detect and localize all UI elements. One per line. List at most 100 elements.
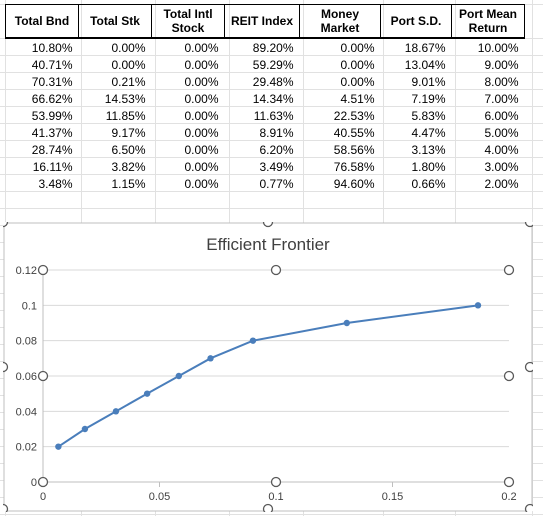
data-point[interactable] xyxy=(112,408,120,415)
cell-total-intl-stock[interactable]: 0.00% xyxy=(184,176,219,191)
cell-money-market[interactable]: 40.55% xyxy=(333,125,375,140)
cell-port-mean-return[interactable]: 8.00% xyxy=(484,74,519,89)
cell-reit-index[interactable]: 29.48% xyxy=(252,74,294,89)
cell-total-bnd[interactable]: 66.62% xyxy=(31,91,73,106)
cell-total-bnd[interactable]: 41.37% xyxy=(31,125,73,140)
cell-money-market[interactable]: 94.60% xyxy=(333,176,375,191)
header-reit-index[interactable]: REIT Index xyxy=(224,4,300,39)
cell-port-sd[interactable]: 13.04% xyxy=(404,57,446,72)
resize-handle[interactable] xyxy=(503,264,515,276)
header-money-market[interactable]: Money Market xyxy=(299,4,381,39)
resize-handle[interactable] xyxy=(37,370,49,382)
cell-total-bnd[interactable]: 28.74% xyxy=(31,142,73,157)
cell-total-stk[interactable]: 14.53% xyxy=(104,91,146,106)
data-point[interactable] xyxy=(249,337,257,344)
resize-handle[interactable] xyxy=(524,361,534,373)
cell-total-intl-stock[interactable]: 0.00% xyxy=(184,57,219,72)
cell-total-bnd[interactable]: 10.80% xyxy=(31,40,73,55)
cell-total-stk[interactable]: 1.15% xyxy=(111,176,146,191)
cell-money-market[interactable]: 0.00% xyxy=(340,57,375,72)
cell-total-bnd[interactable]: 40.71% xyxy=(31,57,73,72)
cell-total-intl-stock[interactable]: 0.00% xyxy=(184,108,219,123)
cell-total-intl-stock[interactable]: 0.00% xyxy=(184,74,219,89)
header-total-bnd[interactable]: Total Bnd xyxy=(5,4,79,39)
cell-total-intl-stock[interactable]: 0.00% xyxy=(184,40,219,55)
cell-money-market[interactable]: 0.00% xyxy=(340,40,375,55)
cell-total-bnd[interactable]: 16.11% xyxy=(32,159,73,174)
data-point[interactable] xyxy=(81,425,89,433)
data-point[interactable] xyxy=(55,443,62,450)
table-body: 10.80% 0.00% 0.00% 89.20% 0.00% 18.67% 10.00% 4… xyxy=(6,38,525,192)
cell-port-sd[interactable]: 0.66% xyxy=(411,176,446,191)
cell-reit-index[interactable]: 3.49% xyxy=(259,159,294,174)
data-point[interactable] xyxy=(207,355,214,362)
cell-money-market[interactable]: 4.51% xyxy=(340,91,375,106)
cell-port-sd[interactable]: 5.83% xyxy=(411,108,446,123)
cell-port-sd[interactable]: 3.13% xyxy=(411,142,446,157)
cell-total-intl-stock[interactable]: 0.00% xyxy=(184,125,219,140)
cell-total-intl-stock[interactable]: 0.00% xyxy=(184,142,219,157)
cell-money-market[interactable]: 22.53% xyxy=(333,108,375,123)
cell-port-sd[interactable]: 4.47% xyxy=(411,125,446,140)
cell-port-mean-return[interactable]: 6.00% xyxy=(484,108,519,123)
header-port-mean-return[interactable]: Port Mean Return xyxy=(451,4,525,39)
cell-total-stk[interactable]: 11.85% xyxy=(105,108,146,123)
header-total-stk[interactable]: Total Stk xyxy=(78,4,152,39)
cell-port-mean-return[interactable]: 3.00% xyxy=(484,159,519,174)
resize-handle[interactable] xyxy=(3,503,9,513)
resize-handle[interactable] xyxy=(262,222,274,228)
cell-total-stk[interactable]: 9.17% xyxy=(111,125,146,140)
header-total-intl-stock[interactable]: Total Intl Stock xyxy=(151,4,225,39)
cell-port-mean-return[interactable]: 5.00% xyxy=(484,125,519,140)
cell-money-market[interactable]: 0.00% xyxy=(340,74,375,89)
cell-reit-index[interactable]: 89.20% xyxy=(252,40,294,55)
cell-total-stk[interactable]: 0.21% xyxy=(111,74,146,89)
cell-total-stk[interactable]: 0.00% xyxy=(111,57,146,72)
cell-total-intl-stock[interactable]: 0.00% xyxy=(184,159,219,174)
resize-handle[interactable] xyxy=(270,476,282,488)
resize-handle[interactable] xyxy=(270,264,282,276)
cell-port-mean-return[interactable]: 4.00% xyxy=(484,142,519,157)
chart-area-frame[interactable] xyxy=(3,222,533,512)
data-point[interactable] xyxy=(143,390,151,397)
cell-total-stk[interactable]: 6.50% xyxy=(111,142,146,157)
cell-port-sd[interactable]: 7.19% xyxy=(411,91,446,106)
data-point[interactable] xyxy=(343,319,351,327)
cell-reit-index[interactable]: 6.20% xyxy=(259,142,294,157)
cell-total-intl-stock[interactable]: 0.00% xyxy=(184,91,219,106)
resize-handle[interactable] xyxy=(3,222,9,228)
data-point[interactable] xyxy=(175,372,183,380)
cell-reit-index[interactable]: 11.63% xyxy=(253,108,294,123)
cell-reit-index[interactable]: 59.29% xyxy=(252,57,294,72)
resize-handle[interactable] xyxy=(524,222,534,228)
cell-port-mean-return[interactable]: 10.00% xyxy=(477,40,519,55)
cell-port-mean-return[interactable]: 2.00% xyxy=(484,176,519,191)
resize-handle[interactable] xyxy=(3,361,9,373)
cell-total-bnd[interactable]: 3.48% xyxy=(38,176,73,191)
cell-port-mean-return[interactable]: 9.00% xyxy=(484,57,519,72)
header-port-sd[interactable]: Port S.D. xyxy=(380,4,452,39)
cell-reit-index[interactable]: 8.91% xyxy=(259,125,294,140)
table-row: 16.11% 3.82% 0.00% 3.49% 76.58% 1.80% 3.00% xyxy=(6,158,525,175)
cell-total-bnd[interactable]: 53.99% xyxy=(31,108,73,123)
cell-port-mean-return[interactable]: 7.00% xyxy=(484,91,519,106)
resize-handle[interactable] xyxy=(503,476,515,488)
cell-reit-index[interactable]: 14.34% xyxy=(252,91,294,106)
resize-handle[interactable] xyxy=(503,370,515,382)
cell-total-stk[interactable]: 3.82% xyxy=(111,159,146,174)
data-point[interactable] xyxy=(474,302,482,309)
resize-handle[interactable] xyxy=(262,503,274,513)
cell-port-sd[interactable]: 1.80% xyxy=(411,159,446,174)
cell-money-market[interactable]: 76.58% xyxy=(333,159,375,174)
cell-reit-index[interactable]: 0.77% xyxy=(259,176,294,191)
resize-handle[interactable] xyxy=(524,503,534,513)
cell-money-market[interactable]: 58.56% xyxy=(333,142,375,157)
cell-port-sd[interactable]: 9.01% xyxy=(411,74,446,89)
cell-total-bnd[interactable]: 70.31% xyxy=(31,74,73,89)
resize-handle[interactable] xyxy=(37,264,49,276)
cell-total-stk[interactable]: 0.00% xyxy=(111,40,146,55)
x-tick-label: 0.05 xyxy=(149,491,170,503)
resize-handle[interactable] xyxy=(37,476,49,488)
cell-port-sd[interactable]: 18.67% xyxy=(404,40,446,55)
efficient-frontier-chart[interactable]: Efficient Frontier 0 0.02 0.04 0.06 0.08 0.1 0.… xyxy=(3,222,533,512)
